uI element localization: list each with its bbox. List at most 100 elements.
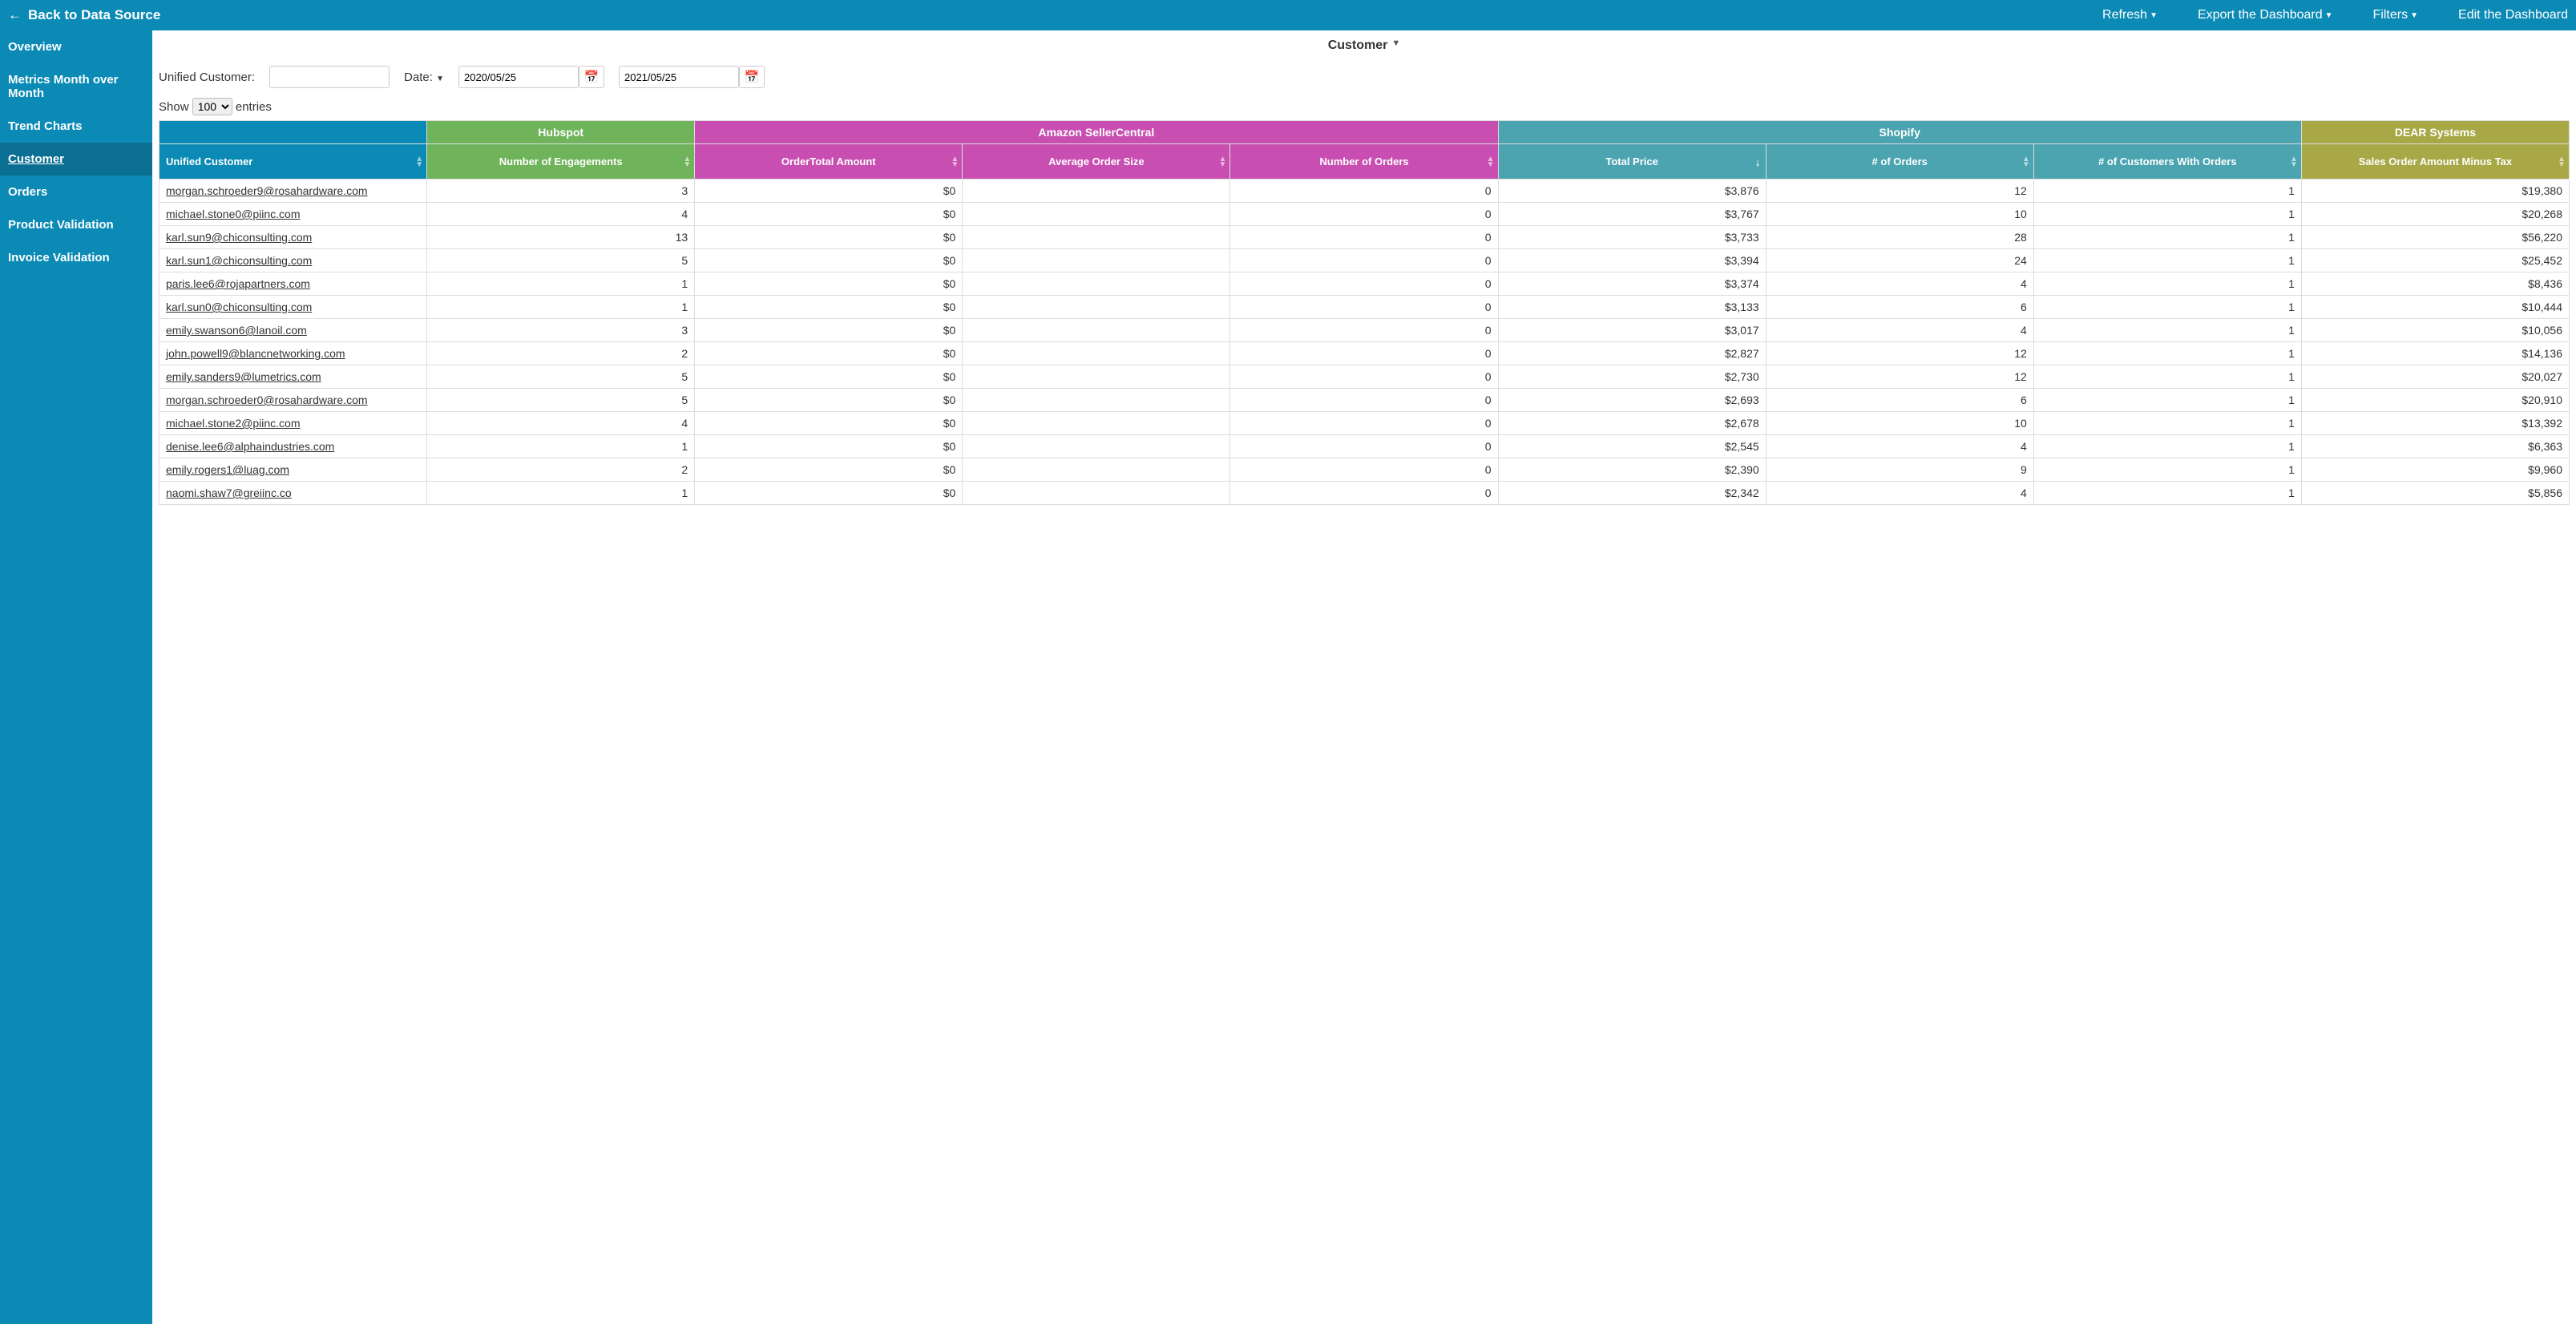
sort-icon: ▲▼ xyxy=(1487,156,1495,168)
group-dear: DEAR Systems xyxy=(2301,121,2569,144)
cell-ordertotal: $0 xyxy=(695,389,963,412)
customer-link[interactable]: morgan.schroeder9@rosahardware.com xyxy=(166,184,368,197)
cell-num-orders: 0 xyxy=(1230,458,1498,482)
cell-num-orders: 0 xyxy=(1230,180,1498,203)
chevron-down-icon: ▼ xyxy=(2410,11,2418,20)
arrow-left-icon: ← xyxy=(8,7,22,23)
cell-avg-order xyxy=(963,319,1230,342)
cell-customer: emily.sanders9@lumetrics.com xyxy=(159,365,427,389)
date-filter-label[interactable]: Date: ▼ xyxy=(404,71,444,84)
customer-link[interactable]: naomi.shaw7@greiinc.co xyxy=(166,486,292,499)
cell-num-orders: 0 xyxy=(1230,412,1498,435)
cell-avg-order xyxy=(963,249,1230,272)
col-label: Sales Order Amount Minus Tax xyxy=(2359,155,2512,168)
col-engagements[interactable]: Number of Engagements ▲▼ xyxy=(427,144,695,180)
export-menu[interactable]: Export the Dashboard▼ xyxy=(2198,8,2333,22)
back-to-source-button[interactable]: ← Back to Data Source xyxy=(8,7,160,23)
col-sales-minus-tax[interactable]: Sales Order Amount Minus Tax ▲▼ xyxy=(2301,144,2569,180)
date-from-picker-button[interactable]: 📅 xyxy=(579,66,604,88)
cell-cust-with-orders: 1 xyxy=(2033,272,2301,296)
customer-link[interactable]: karl.sun9@chiconsulting.com xyxy=(166,231,312,244)
sidebar-item-overview[interactable]: Overview xyxy=(0,30,152,63)
cell-total-price: $2,545 xyxy=(1498,435,1766,458)
sort-icon: ▲▼ xyxy=(1219,156,1227,168)
cell-customer: michael.stone0@piinc.com xyxy=(159,203,427,226)
sidebar-item-customer[interactable]: Customer xyxy=(0,143,152,176)
cell-cust-with-orders: 1 xyxy=(2033,458,2301,482)
cell-engagements: 13 xyxy=(427,226,695,249)
cell-total-price: $2,390 xyxy=(1498,458,1766,482)
filters-menu[interactable]: Filters▼ xyxy=(2373,8,2418,22)
customer-link[interactable]: morgan.schroeder0@rosahardware.com xyxy=(166,394,368,406)
back-label: Back to Data Source xyxy=(28,7,160,23)
col-avg-order[interactable]: Average Order Size ▲▼ xyxy=(963,144,1230,180)
customer-link[interactable]: denise.lee6@alphaindustries.com xyxy=(166,440,334,453)
edit-dashboard-button[interactable]: Edit the Dashboard xyxy=(2458,8,2568,22)
col-unified-customer[interactable]: Unified Customer ▲▼ xyxy=(159,144,427,180)
cell-num-orders-shp: 12 xyxy=(1766,365,2033,389)
cell-avg-order xyxy=(963,296,1230,319)
table-row: michael.stone2@piinc.com4$00$2,678101$13… xyxy=(159,412,2570,435)
calendar-icon: 📅 xyxy=(584,70,600,84)
topbar-actions: Refresh▼ Export the Dashboard▼ Filters▼ … xyxy=(2102,8,2568,22)
customer-link[interactable]: karl.sun1@chiconsulting.com xyxy=(166,254,312,267)
cell-num-orders: 0 xyxy=(1230,365,1498,389)
cell-customer: emily.swanson6@lanoil.com xyxy=(159,319,427,342)
refresh-menu[interactable]: Refresh▼ xyxy=(2102,8,2158,22)
cell-total-price: $2,678 xyxy=(1498,412,1766,435)
customer-link[interactable]: emily.rogers1@luag.com xyxy=(166,463,289,476)
cell-engagements: 1 xyxy=(427,272,695,296)
cell-ordertotal: $0 xyxy=(695,319,963,342)
sidebar: OverviewMetrics Month over MonthTrend Ch… xyxy=(0,30,152,1324)
date-to-input[interactable] xyxy=(619,66,739,88)
cell-num-orders-shp: 10 xyxy=(1766,412,2033,435)
sidebar-item-orders[interactable]: Orders xyxy=(0,176,152,208)
calendar-icon: 📅 xyxy=(745,70,760,84)
col-cust-with-orders[interactable]: # of Customers With Orders ▲▼ xyxy=(2033,144,2301,180)
cell-num-orders-shp: 12 xyxy=(1766,180,2033,203)
col-label: Number of Engagements xyxy=(499,155,623,168)
date-from-input[interactable] xyxy=(458,66,579,88)
sort-desc-icon: ↓ xyxy=(1755,155,1761,168)
customer-link[interactable]: emily.swanson6@lanoil.com xyxy=(166,324,307,337)
customer-link[interactable]: john.powell9@blancnetworking.com xyxy=(166,347,345,360)
sidebar-item-trend-charts[interactable]: Trend Charts xyxy=(0,110,152,143)
cell-avg-order xyxy=(963,226,1230,249)
customer-link[interactable]: michael.stone2@piinc.com xyxy=(166,417,301,430)
sidebar-item-metrics-month-over-month[interactable]: Metrics Month over Month xyxy=(0,63,152,110)
page-title-dropdown[interactable]: Customer ▼ xyxy=(159,30,2570,61)
customer-table: Hubspot Amazon SellerCentral Shopify DEA… xyxy=(159,120,2570,505)
date-to-picker-button[interactable]: 📅 xyxy=(739,66,765,88)
cell-total-price: $2,693 xyxy=(1498,389,1766,412)
cell-total-price: $3,017 xyxy=(1498,319,1766,342)
entries-select[interactable]: 100 xyxy=(192,98,232,115)
customer-link[interactable]: michael.stone0@piinc.com xyxy=(166,208,301,220)
col-ordertotal[interactable]: OrderTotal Amount ▲▼ xyxy=(695,144,963,180)
cell-customer: morgan.schroeder9@rosahardware.com xyxy=(159,180,427,203)
cell-customer: denise.lee6@alphaindustries.com xyxy=(159,435,427,458)
customer-link[interactable]: paris.lee6@rojapartners.com xyxy=(166,277,310,290)
cell-customer: emily.rogers1@luag.com xyxy=(159,458,427,482)
cell-ordertotal: $0 xyxy=(695,482,963,505)
sidebar-item-invoice-validation[interactable]: Invoice Validation xyxy=(0,241,152,274)
cell-num-orders: 0 xyxy=(1230,249,1498,272)
cell-num-orders: 0 xyxy=(1230,226,1498,249)
cell-engagements: 4 xyxy=(427,412,695,435)
cell-num-orders: 0 xyxy=(1230,296,1498,319)
unified-customer-input[interactable] xyxy=(269,66,390,88)
sidebar-item-product-validation[interactable]: Product Validation xyxy=(0,208,152,241)
cell-sales-minus-tax: $20,910 xyxy=(2301,389,2569,412)
cell-cust-with-orders: 1 xyxy=(2033,319,2301,342)
col-total-price[interactable]: Total Price ↓ xyxy=(1498,144,1766,180)
cell-engagements: 5 xyxy=(427,249,695,272)
cell-engagements: 1 xyxy=(427,482,695,505)
col-num-orders[interactable]: Number of Orders ▲▼ xyxy=(1230,144,1498,180)
cell-customer: karl.sun9@chiconsulting.com xyxy=(159,226,427,249)
customer-link[interactable]: karl.sun0@chiconsulting.com xyxy=(166,301,312,313)
export-label: Export the Dashboard xyxy=(2198,8,2323,22)
table-row: paris.lee6@rojapartners.com1$00$3,37441$… xyxy=(159,272,2570,296)
page-title-label: Customer xyxy=(1328,38,1388,53)
cell-sales-minus-tax: $9,960 xyxy=(2301,458,2569,482)
col-num-orders-shp[interactable]: # of Orders ▲▼ xyxy=(1766,144,2033,180)
customer-link[interactable]: emily.sanders9@lumetrics.com xyxy=(166,370,321,383)
